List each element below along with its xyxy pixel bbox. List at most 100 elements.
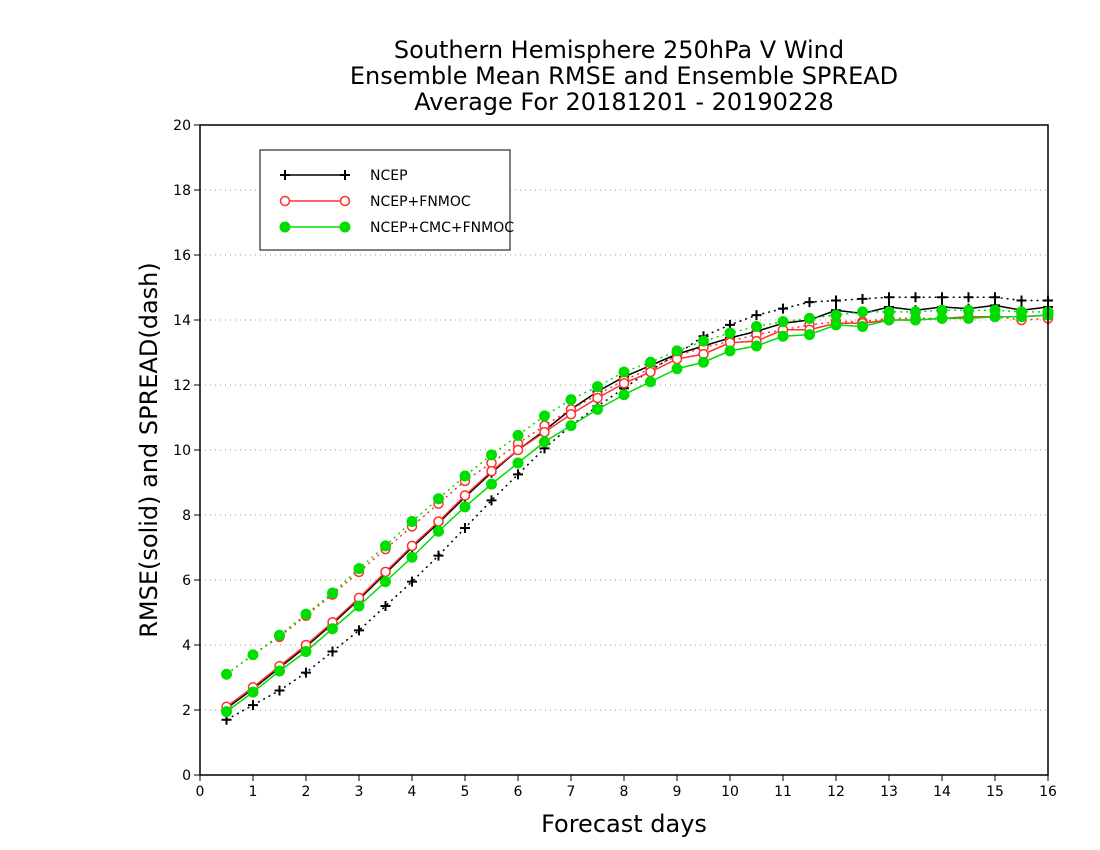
plot-frame xyxy=(199,124,1049,776)
legend-marker-2 xyxy=(279,221,291,233)
series-2-spread-point xyxy=(565,394,577,406)
series-0-spread-point xyxy=(831,295,841,306)
series-0-rmse-line xyxy=(226,304,1049,709)
x-tick-label: 11 xyxy=(774,784,792,800)
grid-lines xyxy=(200,189,1048,711)
x-tick-label: 6 xyxy=(514,784,523,800)
series-2-rmse-point xyxy=(565,420,577,432)
series-0-spread-point xyxy=(407,576,417,587)
series-2-spread-point xyxy=(486,449,497,461)
x-tick-label: 7 xyxy=(567,784,576,800)
series-2-rmse-point xyxy=(751,340,762,352)
series-2 xyxy=(221,304,1054,718)
x-tick-label: 2 xyxy=(302,784,311,800)
x-tick-label: 4 xyxy=(408,784,417,800)
legend-marker-0 xyxy=(340,170,350,180)
y-tick-label: 0 xyxy=(182,768,191,784)
series-2-spread-point xyxy=(406,516,418,527)
series-0-spread-point xyxy=(857,293,868,304)
series-2-spread-point xyxy=(247,649,259,661)
legend-marker-0 xyxy=(280,170,290,180)
series-2-rmse-point xyxy=(406,551,418,563)
series-2-spread-point xyxy=(618,366,630,378)
y-tick-label: 20 xyxy=(173,118,191,134)
y-tick-label: 18 xyxy=(173,183,191,199)
series-1-rmse-point xyxy=(512,444,524,456)
series-2-spread-point xyxy=(645,356,656,368)
series-2-rmse-point xyxy=(671,363,683,375)
series-2-rmse-point xyxy=(910,314,921,326)
series-1-rmse-point xyxy=(592,392,603,404)
series-2-rmse-point xyxy=(221,706,232,718)
series-2-rmse-point xyxy=(698,356,709,368)
legend-label-2: NCEP+CMC+FNMOC xyxy=(370,220,514,236)
legend-box xyxy=(259,149,511,251)
series-0-spread-point xyxy=(963,292,974,303)
chart-title-line-1: Southern Hemisphere 250hPa V Wind xyxy=(394,36,844,64)
series-2-spread-point xyxy=(300,608,312,620)
series-2-rmse-point xyxy=(1016,311,1027,323)
series-1-rmse-point xyxy=(459,490,471,501)
series-2-rmse-point xyxy=(592,403,603,415)
series-2-rmse-point xyxy=(936,312,948,324)
x-tick-label: 15 xyxy=(986,784,1004,800)
series-2-rmse-point xyxy=(777,330,789,342)
legend-marker-1 xyxy=(339,195,351,207)
series-1-rmse-point xyxy=(539,426,550,438)
series-0-spread-point xyxy=(460,523,470,533)
series-0-spread-line xyxy=(226,296,1048,721)
x-tick-label: 8 xyxy=(620,784,629,800)
y-tick-label: 14 xyxy=(173,313,191,329)
y-tick-label: 6 xyxy=(182,573,191,589)
series-2-rmse-point xyxy=(512,457,524,469)
series-0-spread-point xyxy=(778,303,788,314)
series-1-rmse-point xyxy=(433,516,444,527)
x-tick-label: 3 xyxy=(355,784,364,800)
y-tick-label: 16 xyxy=(173,248,191,264)
series-2-spread-point xyxy=(592,381,603,393)
x-axis-label: Forecast days xyxy=(541,810,707,838)
series-1-rmse-point xyxy=(406,540,418,552)
series-0-spread-point xyxy=(804,297,815,308)
legend-label-0: NCEP xyxy=(370,168,408,184)
series-0-spread-point xyxy=(380,601,391,611)
y-tick-label: 2 xyxy=(182,703,191,719)
series-2-rmse-point xyxy=(327,623,338,635)
series-2-spread-point xyxy=(724,327,736,339)
series-2-rmse-point xyxy=(300,646,312,657)
series-0-spread-point xyxy=(486,495,497,506)
x-tick-label: 10 xyxy=(721,784,739,800)
series-2-rmse-point xyxy=(433,525,444,537)
series-2-spread-point xyxy=(698,335,709,347)
legend-label-1: NCEP+FNMOC xyxy=(370,194,471,210)
series-2-spread-point xyxy=(459,470,471,482)
series-2-spread-point xyxy=(671,345,683,357)
series-0-spread-point xyxy=(301,667,311,678)
series-2-rmse-point xyxy=(380,576,391,588)
series-1-rmse-point xyxy=(565,409,577,420)
series-0-spread-point xyxy=(248,700,258,711)
series-2-spread-point xyxy=(804,312,815,324)
x-tick-label: 5 xyxy=(461,784,470,800)
legend-marker-2 xyxy=(339,221,351,233)
series-2-rmse-point xyxy=(989,311,1001,323)
x-tick-label: 16 xyxy=(1039,784,1057,800)
series-2-rmse-point xyxy=(274,665,285,677)
legend: NCEP NCEP+FNMOC NCEP+CMC+FNMOC xyxy=(259,149,514,251)
y-tick-label: 10 xyxy=(173,443,191,459)
legend-marker-1 xyxy=(279,195,291,207)
series-2-spread-point xyxy=(380,540,391,552)
x-tick-label: 9 xyxy=(673,784,682,800)
series-2-rmse-point xyxy=(247,686,259,698)
series-1-rmse-point xyxy=(486,465,497,477)
series-2-rmse-point xyxy=(883,314,895,326)
x-tick-label: 0 xyxy=(196,784,205,800)
series-0-spread-point xyxy=(513,469,523,480)
series-2-rmse-point xyxy=(539,436,550,448)
series-2-rmse-point xyxy=(963,312,974,324)
series-2-rmse-point xyxy=(459,501,471,513)
series-0-spread-point xyxy=(433,550,444,561)
series-2-spread-point xyxy=(433,493,444,505)
